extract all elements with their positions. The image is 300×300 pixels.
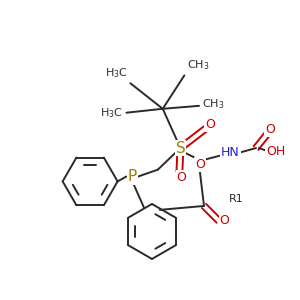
Text: R1: R1: [229, 194, 243, 204]
Text: O: O: [220, 214, 230, 227]
Text: H$_3$C: H$_3$C: [100, 106, 122, 120]
Text: O: O: [265, 123, 275, 136]
Text: CH$_3$: CH$_3$: [187, 59, 210, 73]
Text: CH$_3$: CH$_3$: [202, 97, 224, 111]
Text: S: S: [176, 140, 185, 155]
Text: O: O: [176, 171, 186, 184]
Text: O: O: [205, 118, 215, 131]
Text: P: P: [128, 169, 137, 184]
Text: O: O: [195, 158, 205, 171]
Text: HN: HN: [221, 146, 240, 159]
Text: H$_3$C: H$_3$C: [104, 67, 128, 80]
Text: OH: OH: [266, 146, 285, 158]
